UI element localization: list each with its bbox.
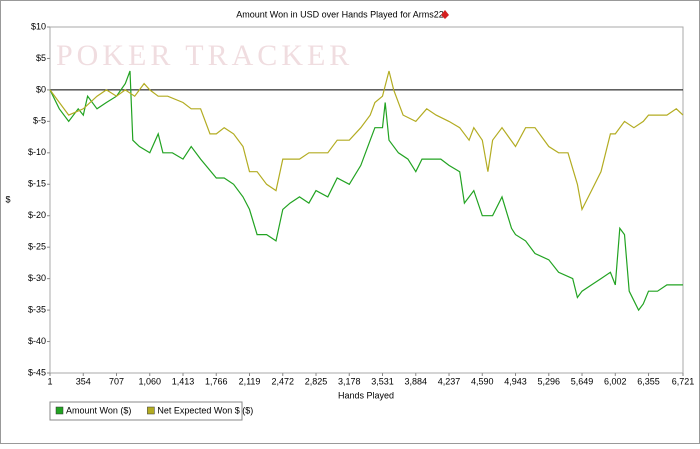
- legend-label: Net Expected Won $ ($): [157, 405, 253, 415]
- title-icon: [441, 10, 449, 19]
- y-tick-label: $-10: [28, 147, 46, 157]
- x-tick-label: 2,825: [305, 376, 328, 386]
- y-tick-label: $-45: [28, 367, 46, 377]
- series-line: [49, 70, 684, 212]
- x-tick-label: 4,943: [504, 376, 527, 386]
- legend-swatch: [55, 406, 64, 415]
- y-tick-label: $-20: [28, 210, 46, 220]
- x-tick-label: 2,119: [239, 376, 261, 386]
- y-tick-label: $-35: [28, 304, 46, 314]
- chart-title: Amount Won in USD over Hands Played for …: [236, 9, 443, 19]
- x-tick-label: 4,237: [438, 376, 461, 386]
- plot-area: [49, 26, 684, 374]
- x-tick-label: 1,060: [138, 376, 161, 386]
- x-tick-label: 3,884: [404, 376, 427, 386]
- x-tick-label: 3,178: [338, 376, 361, 386]
- legend-swatch: [147, 406, 155, 415]
- series-line: [49, 70, 683, 312]
- x-tick-label: 5,296: [538, 376, 561, 386]
- x-tick-label: 6,355: [637, 376, 660, 386]
- x-tick-label: 3,531: [371, 376, 394, 386]
- y-tick-label: $5: [36, 53, 46, 63]
- x-tick-label: 1,413: [172, 376, 195, 386]
- y-tick-label: $-15: [28, 179, 46, 189]
- x-tick-label: 4,590: [471, 376, 494, 386]
- y-tick-label: $-30: [28, 273, 46, 283]
- y-tick-label: $-5: [33, 116, 46, 126]
- y-tick-label: $0: [36, 84, 46, 94]
- x-axis-label: Hands Played: [338, 390, 394, 400]
- watermark: POKER TRACKER: [56, 39, 353, 72]
- x-tick-label: 2,472: [271, 376, 294, 386]
- x-tick-label: 6,721: [672, 376, 695, 386]
- x-tick-label: 1: [47, 376, 52, 386]
- x-tick-label: 6,002: [604, 376, 627, 386]
- x-tick-label: 354: [76, 376, 91, 386]
- legend: [49, 401, 243, 421]
- y-axis-label: $: [5, 194, 10, 204]
- y-tick-label: $-25: [28, 242, 46, 252]
- y-tick-label: $-40: [28, 336, 46, 346]
- y-tick-label: $10: [31, 21, 46, 31]
- x-tick-label: 1,766: [205, 376, 228, 386]
- x-tick-label: 707: [109, 376, 124, 386]
- legend-label: Amount Won ($): [66, 405, 131, 415]
- x-tick-label: 5,649: [571, 376, 594, 386]
